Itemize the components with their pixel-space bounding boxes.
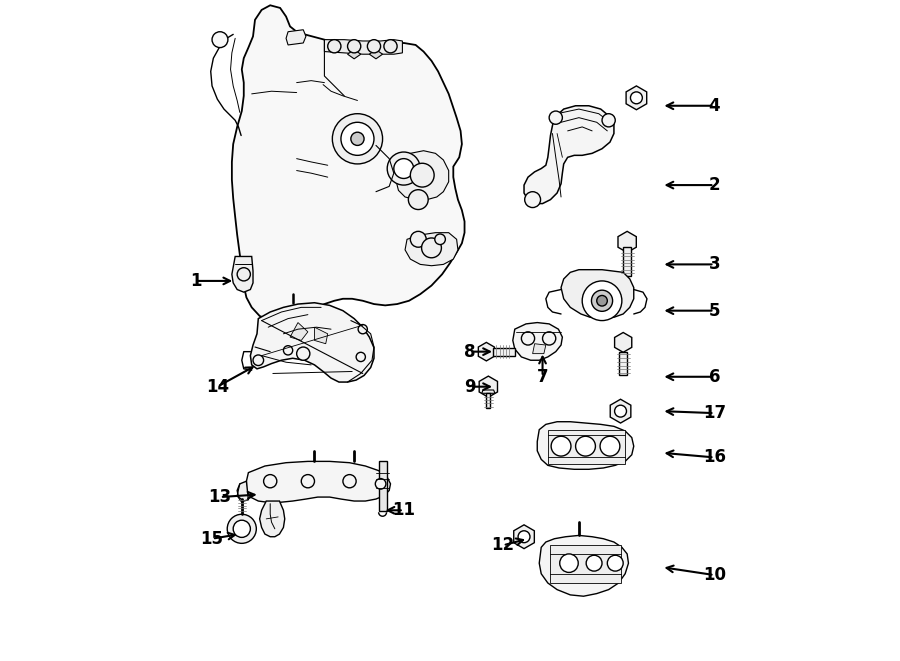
- Text: 5: 5: [708, 301, 720, 320]
- Polygon shape: [610, 399, 631, 423]
- Circle shape: [375, 479, 386, 489]
- Circle shape: [253, 355, 264, 366]
- Text: 14: 14: [206, 377, 229, 396]
- Polygon shape: [615, 332, 632, 352]
- Circle shape: [597, 295, 608, 306]
- Circle shape: [543, 332, 556, 345]
- Polygon shape: [537, 422, 634, 469]
- Circle shape: [586, 555, 602, 571]
- Circle shape: [551, 436, 571, 456]
- Polygon shape: [524, 106, 614, 204]
- Polygon shape: [290, 323, 308, 340]
- Text: 4: 4: [708, 97, 720, 115]
- Circle shape: [421, 238, 441, 258]
- Circle shape: [409, 190, 428, 210]
- Circle shape: [560, 554, 578, 572]
- Text: 7: 7: [536, 368, 548, 386]
- Polygon shape: [379, 461, 386, 511]
- Circle shape: [264, 475, 277, 488]
- Text: 6: 6: [708, 368, 720, 386]
- Polygon shape: [347, 50, 361, 59]
- Circle shape: [615, 405, 626, 417]
- Polygon shape: [405, 233, 458, 266]
- Polygon shape: [539, 535, 628, 596]
- Text: 17: 17: [703, 404, 726, 422]
- Circle shape: [582, 281, 622, 321]
- Polygon shape: [478, 342, 494, 361]
- Circle shape: [518, 531, 530, 543]
- Polygon shape: [619, 352, 627, 375]
- Polygon shape: [551, 545, 620, 583]
- Circle shape: [328, 40, 341, 53]
- Text: 11: 11: [392, 501, 415, 520]
- Circle shape: [341, 122, 374, 155]
- Circle shape: [410, 163, 434, 187]
- Polygon shape: [324, 40, 402, 54]
- Polygon shape: [250, 303, 374, 382]
- Polygon shape: [314, 327, 328, 344]
- Polygon shape: [232, 256, 253, 292]
- Circle shape: [367, 40, 381, 53]
- Polygon shape: [232, 5, 464, 323]
- Circle shape: [233, 520, 250, 537]
- Circle shape: [410, 231, 427, 247]
- Circle shape: [332, 114, 382, 164]
- Circle shape: [347, 40, 361, 53]
- Circle shape: [356, 352, 365, 362]
- Text: 13: 13: [209, 488, 231, 506]
- Circle shape: [212, 32, 228, 48]
- Text: 9: 9: [464, 377, 475, 396]
- Circle shape: [297, 347, 310, 360]
- Circle shape: [238, 268, 250, 281]
- Text: 12: 12: [491, 536, 515, 555]
- Circle shape: [576, 436, 596, 456]
- Text: 3: 3: [708, 255, 720, 274]
- Polygon shape: [286, 30, 306, 45]
- Polygon shape: [493, 348, 515, 356]
- Circle shape: [284, 346, 292, 355]
- Polygon shape: [396, 151, 449, 200]
- Polygon shape: [247, 461, 391, 502]
- Polygon shape: [623, 247, 631, 276]
- Text: 8: 8: [464, 342, 475, 361]
- Circle shape: [600, 436, 620, 456]
- Polygon shape: [514, 525, 535, 549]
- Polygon shape: [548, 430, 626, 464]
- Circle shape: [631, 92, 643, 104]
- Text: 16: 16: [703, 448, 726, 467]
- Text: 2: 2: [708, 176, 720, 194]
- Circle shape: [602, 114, 616, 127]
- Polygon shape: [618, 231, 636, 253]
- Text: 10: 10: [703, 566, 726, 584]
- Polygon shape: [479, 376, 498, 397]
- Polygon shape: [561, 270, 634, 319]
- Circle shape: [227, 514, 256, 543]
- Text: 1: 1: [190, 272, 202, 290]
- Polygon shape: [482, 390, 495, 393]
- Polygon shape: [486, 393, 491, 408]
- Text: 15: 15: [201, 529, 223, 548]
- Circle shape: [358, 325, 367, 334]
- Polygon shape: [533, 344, 545, 354]
- Circle shape: [387, 152, 420, 185]
- Circle shape: [394, 159, 414, 178]
- Polygon shape: [513, 323, 562, 360]
- Circle shape: [384, 40, 397, 53]
- Circle shape: [302, 475, 314, 488]
- Polygon shape: [259, 501, 284, 537]
- Polygon shape: [238, 481, 248, 501]
- Circle shape: [435, 234, 446, 245]
- Circle shape: [591, 290, 613, 311]
- Circle shape: [351, 132, 364, 145]
- Polygon shape: [626, 86, 647, 110]
- Circle shape: [525, 192, 541, 208]
- Circle shape: [521, 332, 535, 345]
- Circle shape: [608, 555, 623, 571]
- Circle shape: [343, 475, 356, 488]
- Polygon shape: [369, 50, 382, 59]
- Circle shape: [549, 111, 562, 124]
